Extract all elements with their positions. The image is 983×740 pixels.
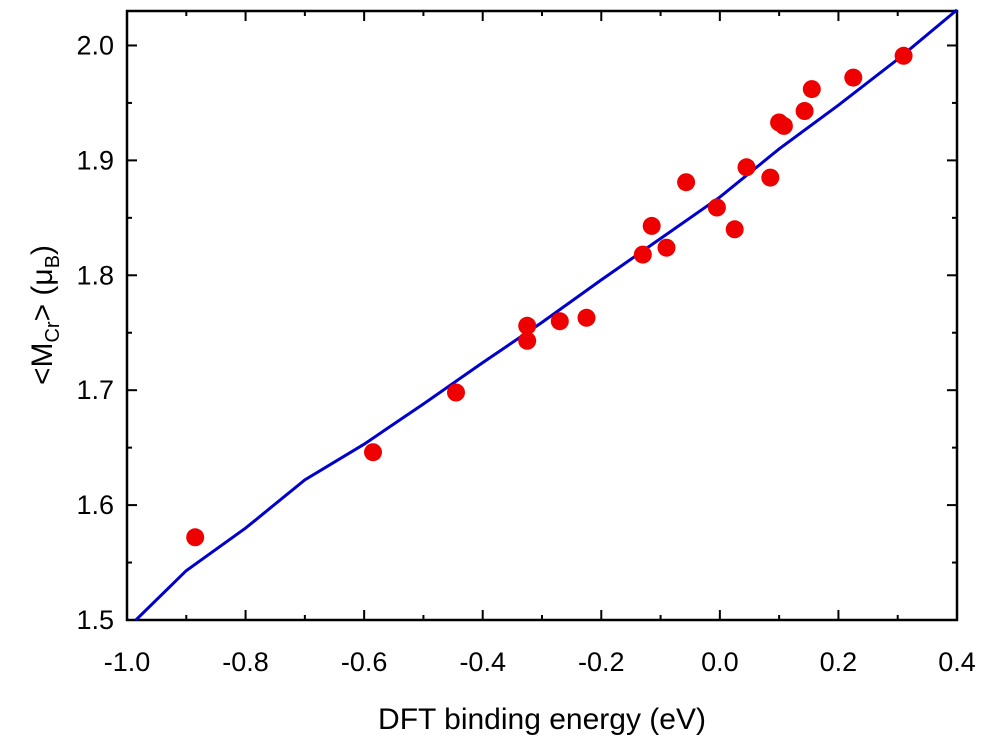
data-point xyxy=(642,216,661,235)
y-tick-label: 1.9 xyxy=(76,145,114,175)
fit-line-layer xyxy=(134,8,958,622)
data-point xyxy=(186,528,205,547)
y-tick-label: 1.5 xyxy=(76,605,114,635)
data-point xyxy=(802,80,821,99)
data-point xyxy=(844,68,863,87)
y-tick-label: 1.8 xyxy=(76,260,114,290)
data-point xyxy=(761,168,780,187)
x-axis-label: DFT binding energy (eV) xyxy=(378,703,706,736)
data-point xyxy=(518,331,537,350)
data-point xyxy=(894,46,913,65)
data-points-layer xyxy=(186,46,913,547)
x-tick-labels: -1.0 -0.8 -0.6 -0.4 -0.2 0.0 0.2 0.4 xyxy=(104,647,976,677)
x-tick-label: 0.0 xyxy=(701,647,739,677)
data-point xyxy=(447,383,465,402)
data-point xyxy=(364,443,382,462)
axis-ticks xyxy=(126,11,958,621)
plot-area xyxy=(125,9,959,622)
data-point xyxy=(774,116,793,135)
y-axis-label-prefix: <M xyxy=(26,343,59,386)
y-axis-label: <MCr> (μB) xyxy=(26,245,64,385)
data-point xyxy=(518,316,537,335)
data-point xyxy=(633,245,652,264)
data-point xyxy=(677,173,696,192)
data-point xyxy=(550,312,569,331)
y-tick-labels: 1.5 1.6 1.7 1.8 1.9 2.0 xyxy=(76,30,114,635)
data-point xyxy=(725,220,744,239)
y-tick-label: 1.6 xyxy=(76,490,114,520)
x-tick-label: -1.0 xyxy=(104,647,151,677)
y-axis-label-subscript-b: B xyxy=(42,255,64,268)
plot-frame xyxy=(125,9,959,622)
x-tick-label: 0.2 xyxy=(820,647,858,677)
y-tick-label: 2.0 xyxy=(76,30,114,60)
x-tick-label: -0.6 xyxy=(341,647,388,677)
x-tick-label: -0.4 xyxy=(459,647,506,677)
y-axis-label-suffix: ) xyxy=(26,245,59,255)
data-point xyxy=(795,102,814,120)
x-tick-label: -0.2 xyxy=(578,647,625,677)
data-point xyxy=(707,198,726,217)
y-tick-label: 1.7 xyxy=(76,375,114,405)
x-tick-label: 0.4 xyxy=(938,647,976,677)
fit-line xyxy=(134,8,958,622)
y-axis-label-middle: > (μ xyxy=(26,268,59,321)
y-axis-label-subscript-cr: Cr xyxy=(42,321,64,342)
x-tick-label: -0.8 xyxy=(222,647,269,677)
data-point xyxy=(737,158,756,177)
data-point xyxy=(577,308,596,327)
data-point xyxy=(657,238,676,257)
